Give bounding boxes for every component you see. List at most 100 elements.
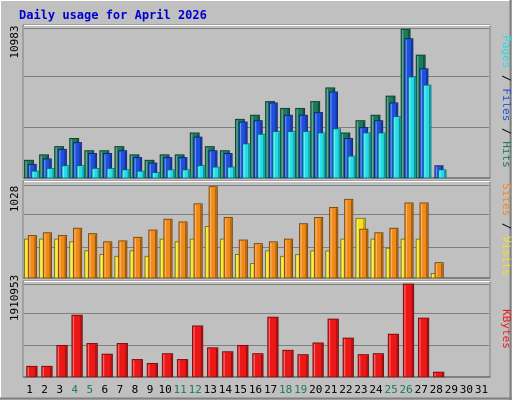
bar-pages-day-27 xyxy=(422,84,432,179)
legend-item-hits: Hits xyxy=(500,141,512,168)
bar-sites-day-20 xyxy=(314,216,324,279)
y-max-label: 1910953 xyxy=(8,275,21,321)
bar-sites-day-18 xyxy=(283,238,293,279)
bar-pages-day-19 xyxy=(302,131,311,179)
bar-kbytes-day-18 xyxy=(282,349,294,378)
bar-kbytes-day-8 xyxy=(131,359,143,378)
bar-sites-day-24 xyxy=(374,232,384,279)
x-tick-label: 11 xyxy=(174,383,187,396)
bar-pages-day-23 xyxy=(362,132,372,179)
bar-kbytes-day-20 xyxy=(312,342,324,378)
bar-sites-day-11 xyxy=(178,221,188,279)
bar-sites-day-6 xyxy=(103,241,113,279)
legend-item-kbytes: KBytes xyxy=(500,309,512,349)
bar-kbytes-day-21 xyxy=(327,318,339,378)
bar-pages-day-11 xyxy=(181,169,191,179)
bar-pages-day-14 xyxy=(227,166,236,179)
bar-pages-day-3 xyxy=(61,165,70,179)
x-tick-label: 23 xyxy=(354,383,367,396)
bar-kbytes-day-24 xyxy=(372,353,384,378)
x-tick-label: 29 xyxy=(445,383,458,396)
x-tick-label: 22 xyxy=(339,383,352,396)
bar-pages-day-5 xyxy=(91,168,100,179)
bar-sites-day-23 xyxy=(359,228,369,279)
x-axis-labels: 1 2 3 4 5 6 7 8 9 10 11 12 13 14 15 16 17 18 19 20 21 22 23 24 2… xyxy=(26,383,488,396)
bar-sites-day-22 xyxy=(344,198,354,279)
bar-pages-day-20 xyxy=(317,132,326,179)
bar-pages-day-13 xyxy=(212,166,221,179)
x-tick-label: 20 xyxy=(309,383,322,396)
legend-item-visits: Visits xyxy=(500,236,512,276)
bar-kbytes-day-15 xyxy=(237,344,249,378)
bar-sites-day-21 xyxy=(329,207,339,279)
x-tick-label: 21 xyxy=(324,383,337,396)
legend-item-pages: Pages xyxy=(500,35,512,68)
bar-sites-day-12 xyxy=(193,203,203,279)
x-tick-label: 26 xyxy=(400,383,413,396)
bar-sites-day-15 xyxy=(238,239,248,279)
bar-sites-day-5 xyxy=(88,233,98,279)
bar-pages-day-25 xyxy=(392,116,402,179)
bar-sites-day-19 xyxy=(299,223,309,279)
bar-pages-day-24 xyxy=(377,132,387,179)
x-tick-label: 4 xyxy=(71,383,78,396)
bar-sites-day-16 xyxy=(253,243,263,279)
panel-2: 1028 Sites / Visits xyxy=(8,180,512,279)
x-tick-label: 27 xyxy=(415,383,428,396)
x-tick-label: 10 xyxy=(158,383,171,396)
x-tick-label: 9 xyxy=(147,383,154,396)
chart-panels: 10983 Pages / Files / Hits 1028 Sites / Vis… xyxy=(8,24,512,378)
bar-kbytes-day-22 xyxy=(342,337,354,378)
x-tick-label: 2 xyxy=(41,383,48,396)
bar-kbytes-day-17 xyxy=(267,316,279,378)
bar-pages-day-26 xyxy=(407,76,417,179)
bar-kbytes-day-5 xyxy=(86,343,98,378)
bar-pages-day-4 xyxy=(76,165,85,179)
x-tick-label: 12 xyxy=(189,383,202,396)
bar-sites-day-7 xyxy=(118,240,128,279)
x-tick-label: 31 xyxy=(475,383,488,396)
bar-kbytes-day-3 xyxy=(56,344,68,378)
bar-sites-day-27 xyxy=(419,202,429,279)
bar-kbytes-day-10 xyxy=(161,353,174,378)
bar-kbytes-day-16 xyxy=(252,353,264,378)
y-max-label: 1028 xyxy=(8,186,21,213)
x-tick-label: 3 xyxy=(56,383,63,396)
bar-pages-day-9 xyxy=(151,172,161,179)
panel-1: 10983 Pages / Files / Hits xyxy=(8,24,512,179)
bar-sites-day-4 xyxy=(73,227,83,279)
x-tick-label: 14 xyxy=(219,383,233,396)
bar-sites-day-28 xyxy=(434,262,444,279)
bar-pages-day-17 xyxy=(272,131,281,179)
bar-pages-day-21 xyxy=(332,128,341,179)
legend-item-sites: Sites xyxy=(500,183,512,216)
bar-pages-day-1 xyxy=(31,170,40,179)
bar-pages-day-8 xyxy=(136,170,146,179)
chart-title: Daily usage for April 2026 xyxy=(19,8,207,22)
bar-pages-day-6 xyxy=(106,168,116,179)
bar-sites-day-2 xyxy=(42,232,52,279)
x-tick-label: 13 xyxy=(204,383,217,396)
bar-sites-day-3 xyxy=(58,235,68,279)
bar-pages-day-22 xyxy=(347,155,357,179)
y-max-label: 10983 xyxy=(8,25,21,58)
bar-sites-day-9 xyxy=(148,229,158,279)
bar-sites-day-10 xyxy=(163,218,173,279)
x-tick-label: 15 xyxy=(234,383,247,396)
legend-item-files: Files xyxy=(500,88,512,121)
bar-kbytes-day-25 xyxy=(387,333,400,378)
bar-kbytes-day-23 xyxy=(357,354,369,378)
bar-kbytes-day-7 xyxy=(116,343,128,378)
bar-kbytes-day-13 xyxy=(207,347,219,378)
bar-kbytes-day-28 xyxy=(433,371,445,378)
x-tick-label: 30 xyxy=(460,383,473,396)
bar-pages-day-12 xyxy=(197,165,206,179)
legend-2: Sites / Visits xyxy=(500,183,512,276)
x-tick-label: 25 xyxy=(384,383,397,396)
x-tick-label: 24 xyxy=(369,383,383,396)
x-tick-label: 6 xyxy=(102,383,109,396)
bar-sites-day-25 xyxy=(389,227,399,279)
bar-kbytes-day-1 xyxy=(26,365,38,378)
bar-kbytes-day-12 xyxy=(192,325,204,378)
